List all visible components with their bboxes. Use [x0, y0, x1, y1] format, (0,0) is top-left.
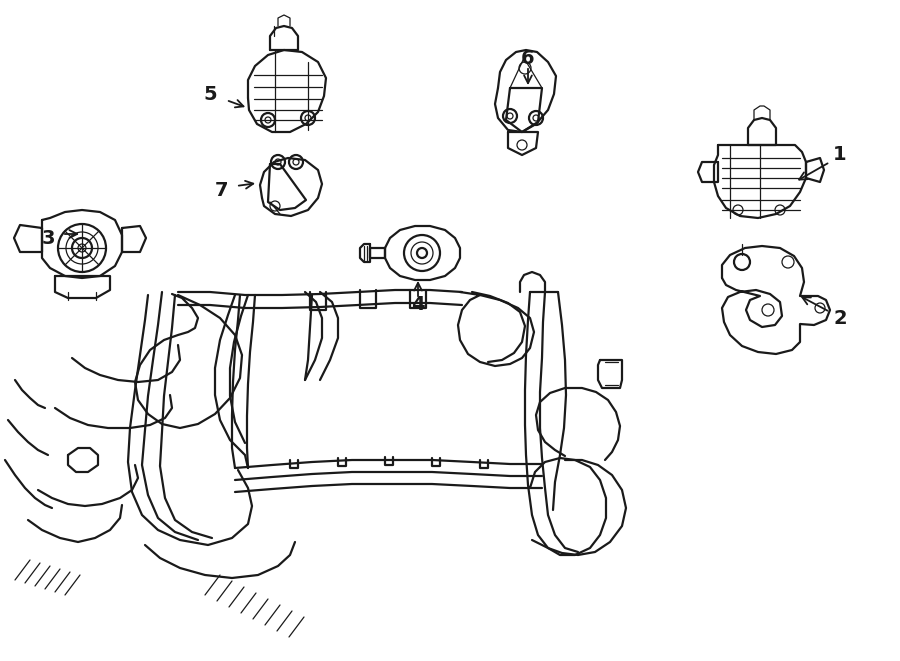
Text: 2: 2 [833, 309, 847, 327]
Text: 6: 6 [521, 48, 535, 67]
Text: 5: 5 [203, 85, 217, 104]
Text: 3: 3 [41, 229, 55, 247]
Text: 4: 4 [411, 295, 425, 315]
Text: 1: 1 [833, 145, 847, 165]
Text: 7: 7 [215, 180, 229, 200]
